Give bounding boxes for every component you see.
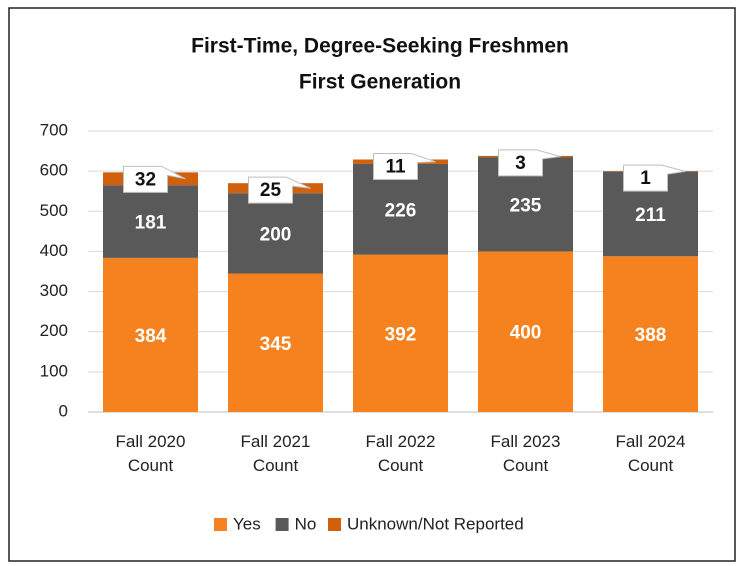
legend-swatch [275, 518, 289, 531]
bar-segment [353, 254, 448, 412]
data-label: 200 [260, 224, 292, 245]
legend-label: Unknown/Not Reported [347, 514, 524, 533]
y-tick-label: 0 [59, 401, 68, 420]
x-tick-label: Fall 2023 Count [490, 432, 561, 475]
data-label: 226 [385, 200, 417, 221]
y-tick-label: 200 [40, 321, 68, 340]
x-tick-label: Fall 2024 Count [615, 432, 686, 475]
data-label: 388 [635, 325, 667, 346]
bar-segment [478, 251, 573, 412]
data-label: 1 [640, 168, 651, 189]
y-tick-label: 300 [40, 281, 68, 300]
callout-box [248, 176, 311, 204]
bar-segment [103, 185, 198, 258]
bar-segment [103, 257, 198, 412]
data-label: 235 [510, 195, 542, 216]
legend-swatch [328, 518, 341, 531]
chart-title: First-Time, Degree-Seeking Freshmen [191, 35, 569, 58]
data-label: 3 [515, 153, 526, 174]
data-label: 32 [135, 169, 156, 190]
y-tick-label: 100 [40, 361, 68, 380]
data-label: 11 [385, 157, 406, 178]
legend-label: No [295, 514, 317, 533]
data-label: 400 [510, 323, 542, 344]
callout-box [123, 165, 186, 193]
bar-segment [228, 193, 323, 274]
x-tick-label: Fall 2022 Count [365, 432, 436, 475]
y-tick-label: 500 [40, 201, 68, 220]
data-label: 384 [135, 326, 167, 347]
chart-subtitle: First Generation [299, 71, 461, 94]
callout-box [498, 149, 561, 177]
bar-segment [228, 273, 323, 412]
y-tick-label: 600 [40, 161, 68, 180]
data-label: 392 [385, 324, 417, 345]
data-label: 211 [635, 205, 666, 226]
callout-box [373, 153, 436, 181]
bar-segment [603, 256, 698, 412]
legend-label: Yes [233, 514, 261, 533]
legend-swatch [214, 518, 227, 531]
y-tick-label: 700 [40, 120, 68, 139]
data-label: 345 [260, 334, 292, 355]
x-tick-label: Fall 2020 Count [115, 432, 186, 475]
y-tick-label: 400 [40, 241, 68, 260]
data-label: 181 [135, 213, 167, 234]
callout-box [623, 164, 686, 192]
x-tick-label: Fall 2021 Count [240, 432, 311, 475]
data-label: 25 [260, 180, 282, 201]
